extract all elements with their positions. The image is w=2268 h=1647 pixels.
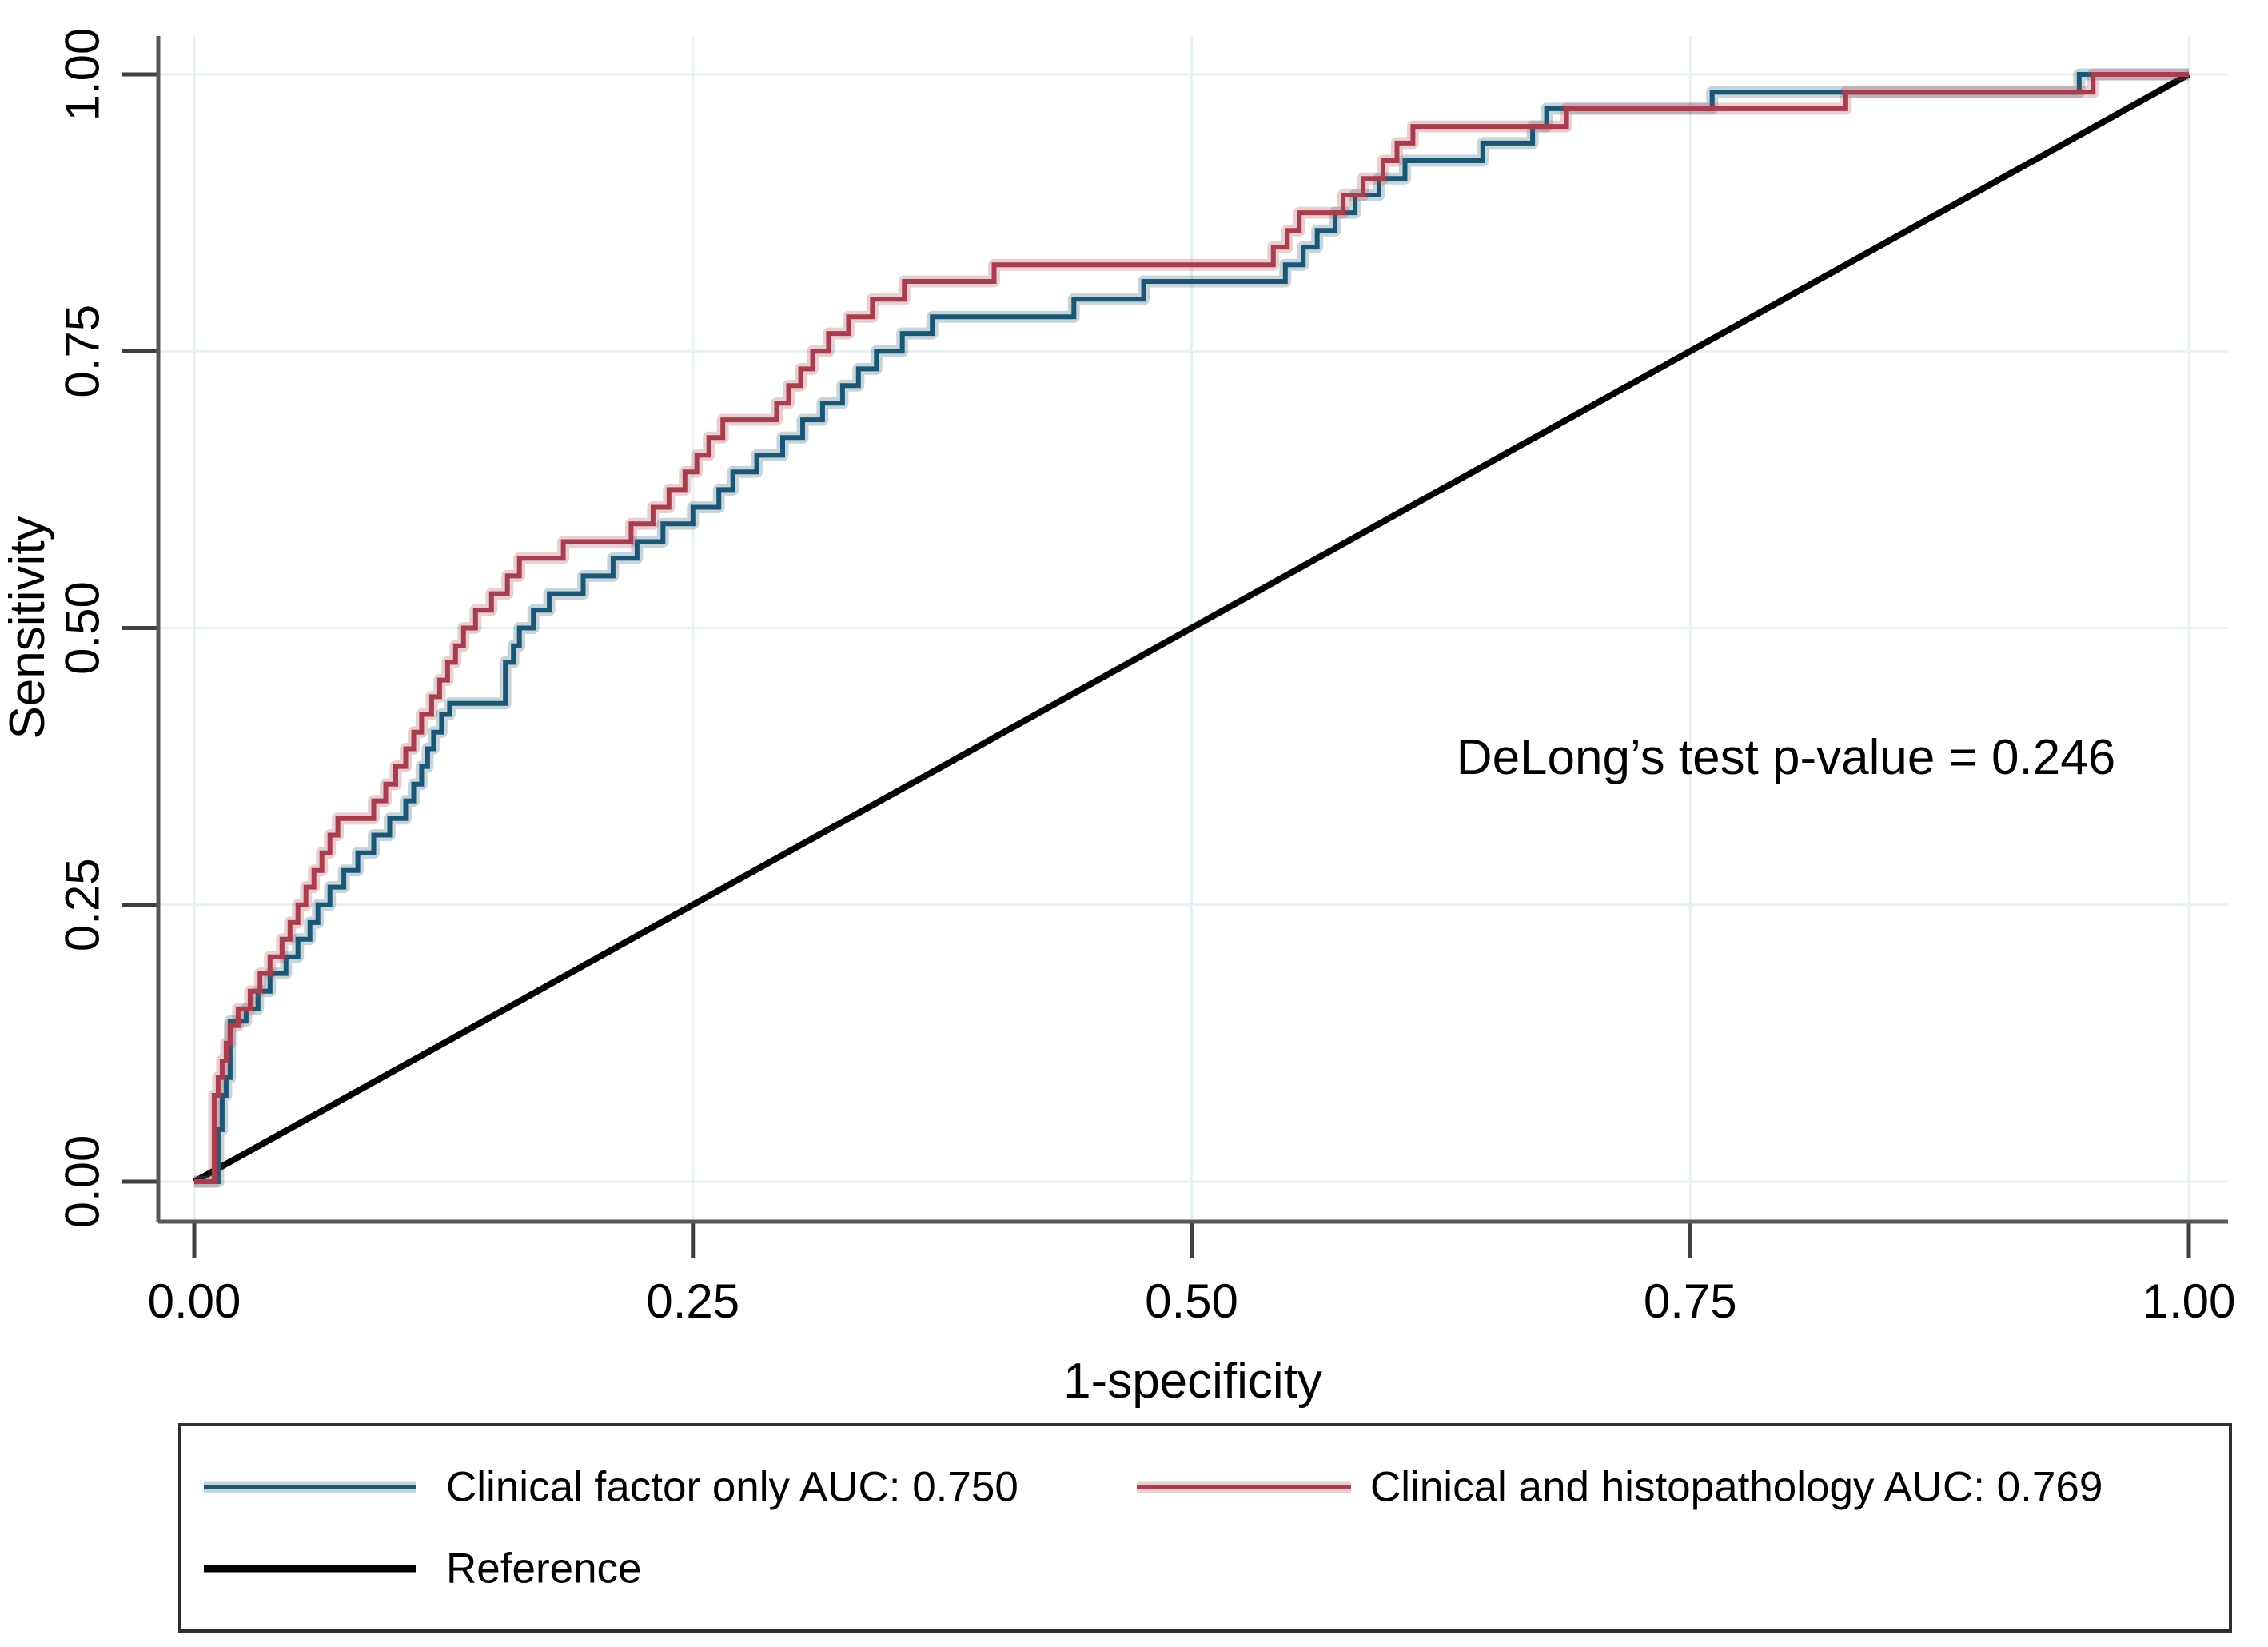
y-tick-label: 0.50 xyxy=(56,581,110,675)
reference-line xyxy=(193,71,2190,1185)
y-tick-label: 0.75 xyxy=(56,305,110,398)
tick-labels: 0.00 0.25 0.50 0.75 1.00 0.00 0.25 0.50 0.75 1.00 xyxy=(56,28,2236,1328)
roc-curve-clinical-histopathology xyxy=(194,72,2189,1184)
roc-curves xyxy=(193,68,2190,1188)
y-axis-title: Sensitivity xyxy=(0,516,55,739)
annotation-delong: DeLong’s test p-value = 0.246 xyxy=(1457,730,2115,785)
legend: Clinical factor only AUC: 0.750 Clinical … xyxy=(178,1423,2232,1633)
x-tick-label: 0.00 xyxy=(148,1274,241,1328)
legend-box xyxy=(178,1423,2232,1633)
gridlines xyxy=(158,36,2228,1222)
x-tick-label: 0.25 xyxy=(646,1274,739,1328)
roc-curve-clinical-only xyxy=(194,72,2189,1184)
y-tick-label: 0.25 xyxy=(56,858,110,951)
y-tick-label: 1.00 xyxy=(56,28,110,122)
x-tick-label: 1.00 xyxy=(2142,1274,2236,1328)
y-tick-label: 0.00 xyxy=(56,1135,110,1229)
legend-item-label: Reference xyxy=(446,1545,642,1593)
x-axis-title: 1-specificity xyxy=(1063,1354,1322,1409)
legend-item-label: Clinical and histopathology AUC: 0.769 xyxy=(1370,1464,2103,1511)
x-tick-label: 0.75 xyxy=(1644,1274,1737,1328)
x-tick-label: 0.50 xyxy=(1145,1274,1238,1328)
axis-ticks xyxy=(122,72,2191,1258)
legend-item-label: Clinical factor only AUC: 0.750 xyxy=(446,1464,1018,1511)
